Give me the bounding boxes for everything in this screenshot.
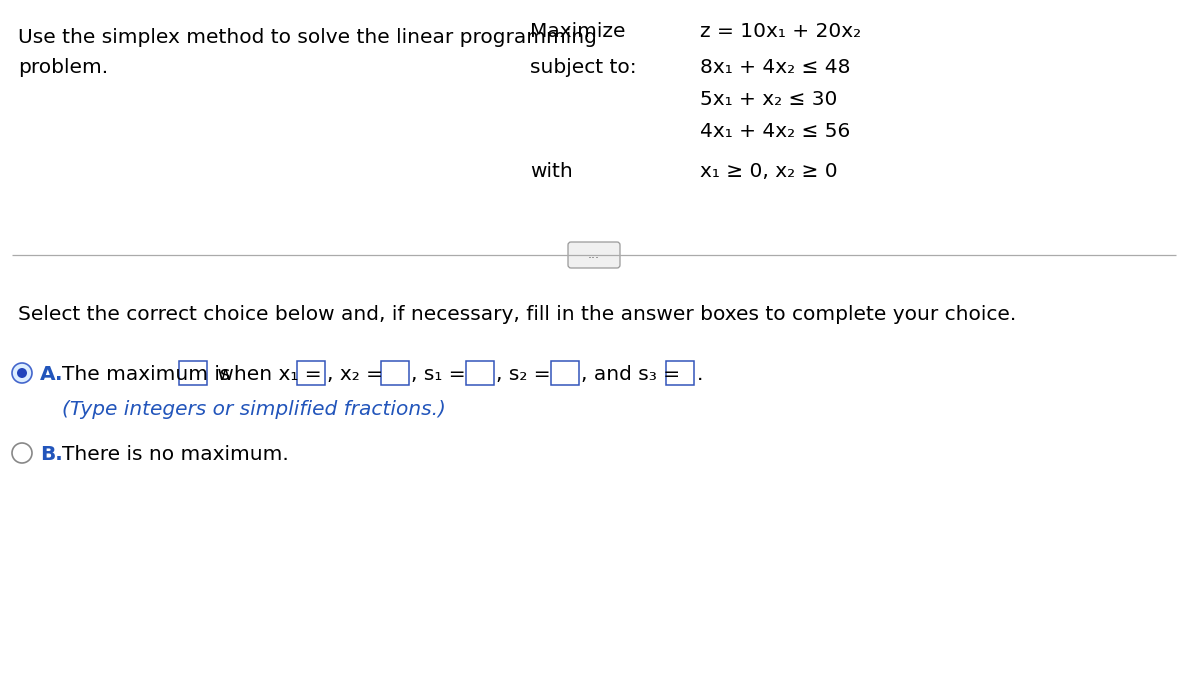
Text: The maximum is: The maximum is — [62, 365, 236, 384]
Text: , s₂ =: , s₂ = — [497, 365, 557, 384]
Text: x₁ ≥ 0, x₂ ≥ 0: x₁ ≥ 0, x₂ ≥ 0 — [700, 162, 838, 181]
Text: with: with — [530, 162, 573, 181]
Text: problem.: problem. — [18, 58, 108, 77]
Text: , s₁ =: , s₁ = — [411, 365, 473, 384]
Text: .: . — [696, 365, 703, 384]
Text: when x₁ =: when x₁ = — [211, 365, 328, 384]
Text: B.: B. — [40, 445, 63, 464]
Text: , x₂ =: , x₂ = — [327, 365, 390, 384]
Bar — [666, 361, 695, 385]
Text: A.: A. — [40, 365, 63, 384]
Text: Use the simplex method to solve the linear programming: Use the simplex method to solve the line… — [18, 28, 596, 47]
Text: 4x₁ + 4x₂ ≤ 56: 4x₁ + 4x₂ ≤ 56 — [700, 122, 851, 141]
Text: 5x₁ + x₂ ≤ 30: 5x₁ + x₂ ≤ 30 — [700, 90, 838, 109]
Text: subject to:: subject to: — [530, 58, 637, 77]
Bar — [550, 361, 579, 385]
Text: 8x₁ + 4x₂ ≤ 48: 8x₁ + 4x₂ ≤ 48 — [700, 58, 851, 77]
Circle shape — [12, 363, 32, 383]
Bar — [179, 361, 207, 385]
Circle shape — [17, 368, 27, 378]
Text: z = 10x₁ + 20x₂: z = 10x₁ + 20x₂ — [700, 22, 861, 41]
Bar — [466, 361, 494, 385]
Bar — [381, 361, 410, 385]
Text: ...: ... — [588, 248, 600, 262]
Text: , and s₃ =: , and s₃ = — [581, 365, 687, 384]
Text: Select the correct choice below and, if necessary, fill in the answer boxes to c: Select the correct choice below and, if … — [18, 305, 1016, 324]
Text: Maximize: Maximize — [530, 22, 626, 41]
Circle shape — [12, 443, 32, 463]
FancyBboxPatch shape — [568, 242, 620, 268]
Bar — [297, 361, 324, 385]
Text: There is no maximum.: There is no maximum. — [62, 445, 289, 464]
Text: (Type integers or simplified fractions.): (Type integers or simplified fractions.) — [62, 400, 446, 419]
